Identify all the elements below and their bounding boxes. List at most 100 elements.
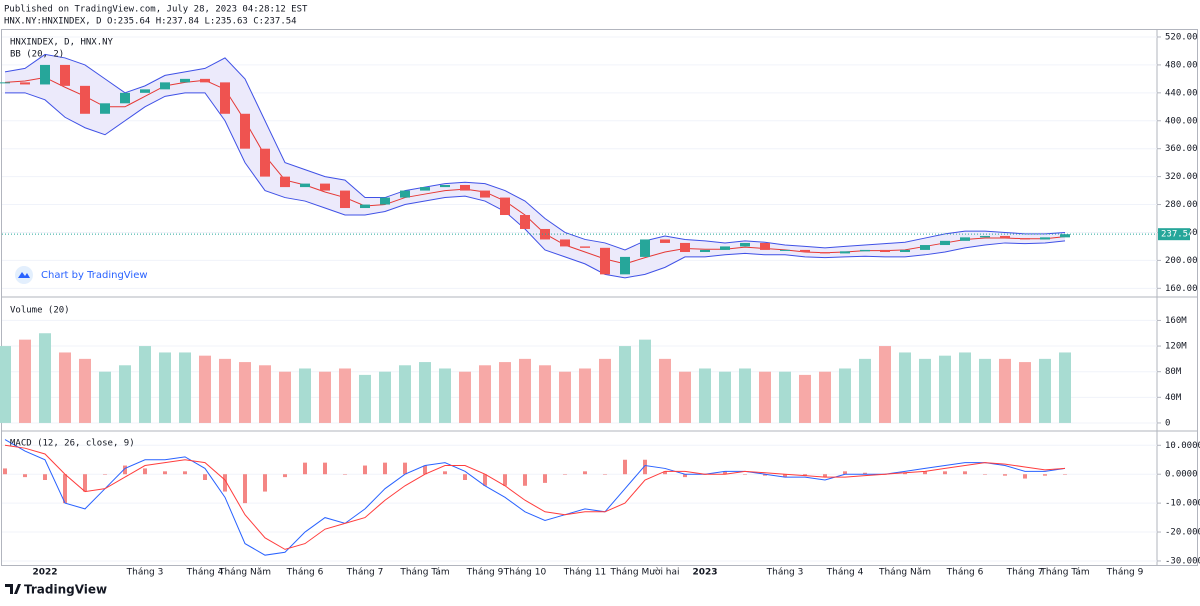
volume-bar [619,346,631,423]
volume-bar [299,368,311,423]
x-tick-label: Tháng 4 [826,568,864,578]
histogram-bar [463,474,467,480]
histogram-bar [363,465,367,475]
histogram-bar [263,474,267,492]
y-tick-label: 0.0000 [1165,470,1198,480]
candle [40,64,50,85]
volume-bar [279,371,291,423]
histogram-bar [783,474,787,478]
candle [0,82,10,84]
volume-bar [159,352,171,423]
histogram-bar [63,474,67,504]
candle [200,78,210,83]
histogram-bar [803,474,807,476]
histogram-bar [303,462,307,475]
volume-bar [799,374,811,423]
volume-bar [859,358,871,423]
histogram-bar [43,474,47,480]
watermark: Chart by TradingView [15,266,148,284]
volume-bar [259,365,271,423]
volume-bar [0,346,11,423]
volume-bar [119,365,131,423]
y-tick-label: -10.0000 [1165,499,1200,509]
y-tick-label: 280.00 [1165,200,1198,210]
candle [260,148,270,177]
histogram-bar [743,474,747,475]
volume-bar [919,358,931,423]
candle [140,89,150,93]
volume-bar [759,371,771,423]
volume-bar [499,362,511,423]
volume-bar [179,352,191,423]
volume-bar [19,339,31,423]
histogram-bar [23,474,27,478]
bb-fill [5,54,1065,278]
histogram-bar [903,472,907,475]
candle [20,82,30,85]
candle [640,239,650,257]
histogram-bar [103,474,107,475]
histogram-bar [223,474,227,492]
volume-bar [139,346,151,423]
histogram-bar [323,462,327,475]
volume-bar [419,362,431,423]
histogram-bar [623,459,627,475]
x-tick-label: Tháng 6 [946,568,984,578]
x-tick-label: Tháng 10 [503,568,547,578]
y-tick-label: 10.0000 [1165,441,1200,451]
candle [860,249,870,252]
volume-bar [379,371,391,423]
volume-bar [359,374,371,423]
histogram-bar [583,471,587,475]
candle [440,184,450,188]
histogram-bar [483,474,487,486]
candle [360,204,370,209]
volume-bar [39,333,51,423]
candle [1060,234,1070,238]
candle [680,242,690,253]
candle [120,92,130,104]
candle [840,251,850,254]
x-tick-label: Tháng 9 [466,568,504,578]
published: Published on TradingView.com, July 28, 2… [4,5,308,15]
last-price-badge [1158,228,1190,241]
volume-bar [79,358,91,423]
volume-bar [839,368,851,423]
histogram-bar [843,471,847,475]
histogram-bar [143,468,147,475]
volume-bar [559,371,571,423]
candle [580,246,590,248]
histogram-bar [343,474,347,475]
candle [60,64,70,86]
volume-bar [639,339,651,423]
candle [400,190,410,198]
candle [780,249,790,251]
x-tick-label: Tháng 11 [563,568,606,578]
histogram-bar [643,459,647,475]
y-tick-label: 0 [1165,418,1170,428]
x-tick-label: Tháng 9 [1106,568,1144,578]
candle [960,237,970,241]
candle [320,183,330,191]
volume-bar [599,358,611,423]
histogram-bar [83,474,87,492]
volume-bar [1039,358,1051,423]
bb-lower [5,92,1066,279]
candle [80,85,90,114]
histogram-bar [663,471,667,475]
volume-bar [99,371,111,423]
y-tick-label: -30.0000 [1165,556,1200,566]
x-tick-label: Tháng Năm [218,568,271,578]
histogram-bar [443,471,447,475]
volume-bar [659,358,671,423]
histogram-bar [283,474,287,478]
volume-bar [979,358,991,423]
volume-bar [699,368,711,423]
brand: TradingView [24,583,107,597]
candle [1000,235,1010,239]
histogram-bar [863,472,867,475]
y-tick-label: 160M [1165,316,1187,326]
volume-bar [939,355,951,423]
volume-bar [739,368,751,423]
y-tick-label: 360.00 [1165,144,1198,154]
